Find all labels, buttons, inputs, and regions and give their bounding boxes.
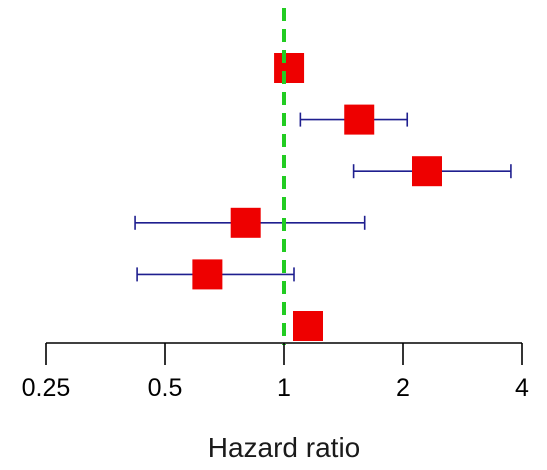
x-tick-label: 4 <box>515 374 529 402</box>
x-tick-label: 0.5 <box>148 374 183 402</box>
hr-point-5 <box>192 259 223 290</box>
hr-point-2 <box>344 104 375 135</box>
hr-point-3 <box>411 156 442 187</box>
hr-point-1 <box>274 53 305 83</box>
x-tick-label: 1 <box>277 374 291 402</box>
x-axis-title: Hazard ratio <box>208 432 361 463</box>
hr-point-4 <box>230 207 261 238</box>
hr-point-6 <box>292 311 323 341</box>
confidence-intervals <box>134 112 512 282</box>
x-tick-label: 0.25 <box>22 374 71 402</box>
hazard-ratio-points <box>192 53 442 341</box>
x-axis: 0.25 0.5 1 2 4 <box>22 342 529 402</box>
x-tick-label: 2 <box>396 374 410 402</box>
